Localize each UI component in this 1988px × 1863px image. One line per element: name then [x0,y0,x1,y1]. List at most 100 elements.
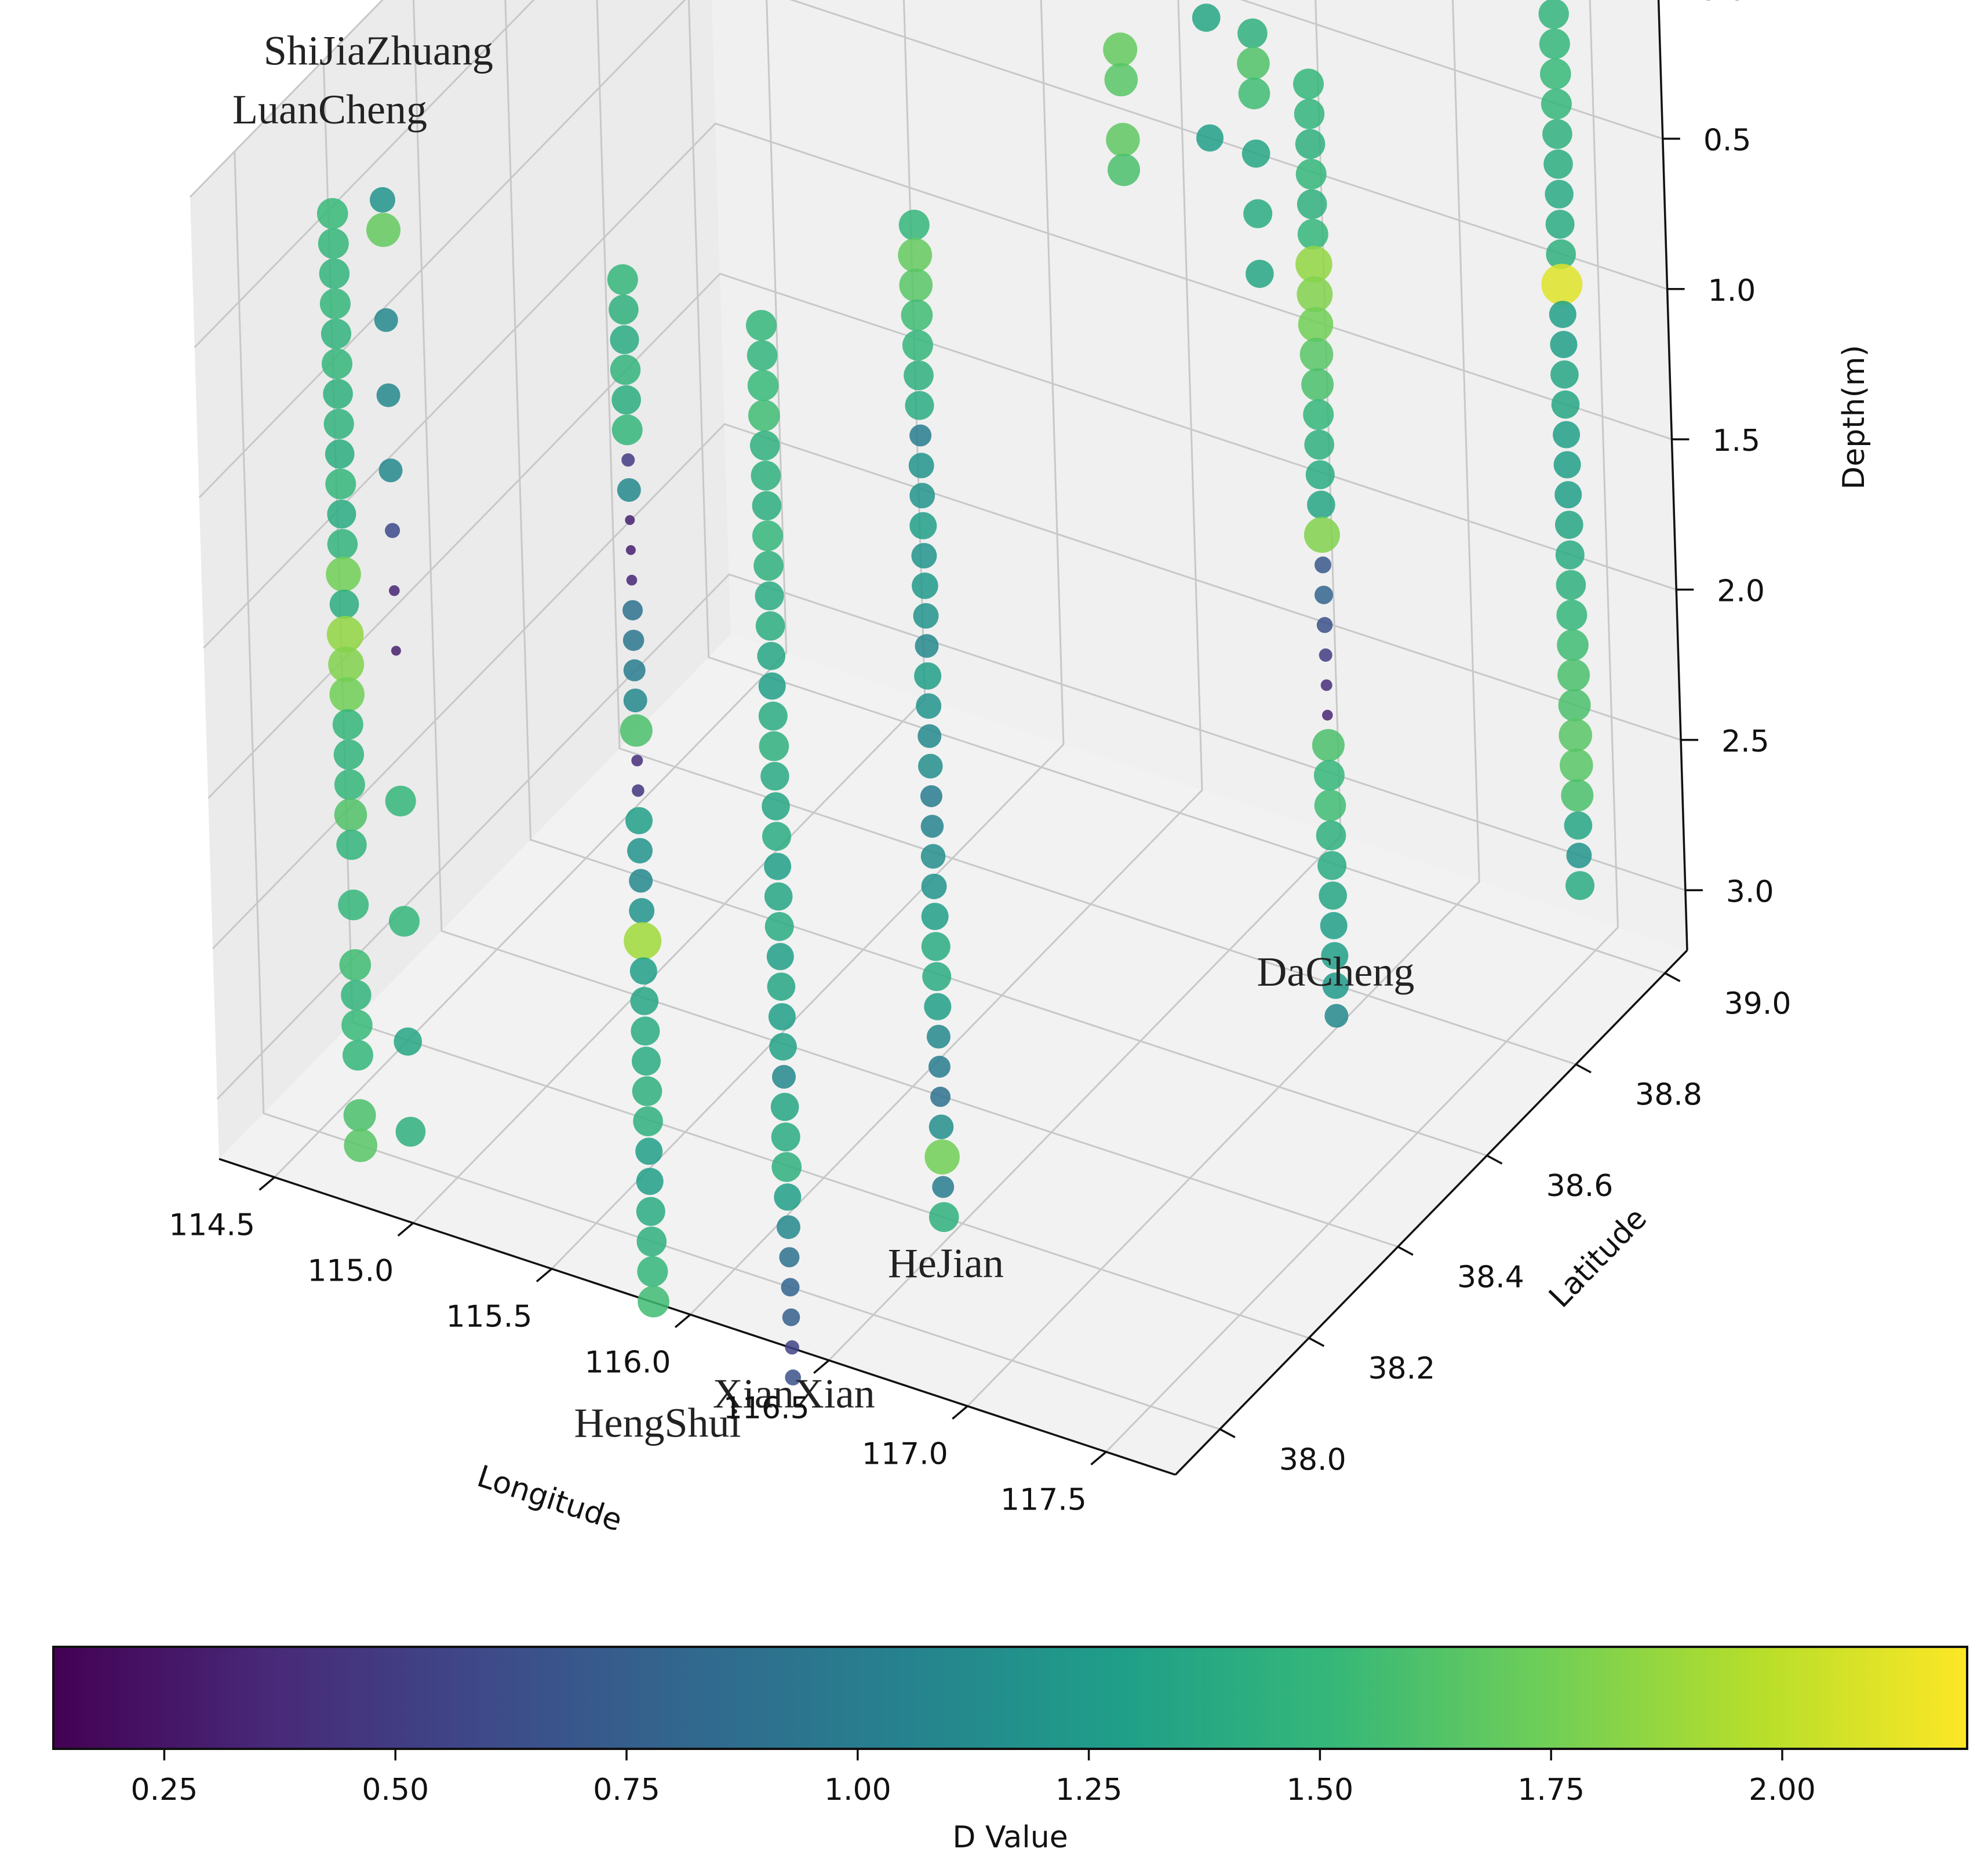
data-point [1297,218,1328,250]
data-point [1307,490,1335,519]
back-wall-pane [712,0,1687,950]
data-point [771,1122,800,1152]
x-tick-mark [813,1359,830,1374]
data-point [370,187,395,213]
data-point [1556,599,1588,630]
data-point [631,1016,660,1046]
y-tick-label: 38.6 [1546,1169,1614,1204]
data-point [752,491,782,520]
data-point [325,439,355,469]
site-label: ShiJiaZhuang [264,28,493,74]
scatter-points [316,0,1594,1386]
data-point [385,523,400,538]
data-point [389,585,400,596]
data-point [1320,912,1348,939]
data-point [1550,360,1579,389]
y-tick-mark [1664,972,1681,982]
data-point [1294,99,1325,129]
data-point [917,724,942,748]
data-point [620,714,653,747]
data-point [1542,119,1572,150]
data-point [1314,789,1346,822]
data-point [366,213,400,247]
data-point [1316,820,1346,851]
data-point [637,1256,668,1287]
z-tick-label: 2.5 [1721,724,1769,759]
x-tick-label: 114.5 [169,1208,255,1243]
colorbar-tick-label: 0.75 [593,1773,660,1807]
data-point [378,458,403,483]
data-point [1315,585,1333,604]
y-gridline [596,0,1576,1066]
data-point [610,325,639,355]
data-point [1316,617,1333,633]
data-point [631,754,643,767]
data-point [766,943,794,971]
x-tick-label: 116.0 [585,1346,671,1380]
z-gridline [207,272,1677,799]
z-gridline [203,122,1672,649]
data-point [609,294,639,325]
data-point [327,528,358,560]
left-wall-pane [190,0,731,1159]
data-point [1295,129,1326,159]
x-tick-mark [952,1405,968,1420]
data-point [782,1308,800,1326]
data-point [627,838,653,864]
data-point [607,264,638,295]
data-point [322,348,352,380]
data-point [611,414,643,446]
data-point [779,1247,800,1268]
x-tick-label: 115.0 [307,1254,394,1289]
data-point [319,288,351,319]
x-gridline [274,0,788,1178]
z-tick-label: 3.0 [1726,874,1774,909]
data-point [1243,199,1273,228]
data-point [636,1168,664,1195]
data-point [767,972,796,1001]
data-point [1315,556,1331,574]
x-tick-mark [674,1314,691,1328]
data-point [632,784,645,797]
data-point [625,807,653,834]
data-point [623,659,646,681]
colorbar-tick-label: 1.25 [1055,1773,1123,1807]
y-gridline [504,0,1487,1157]
x-tick-label: 117.0 [862,1437,948,1472]
data-point [344,1128,377,1162]
data-point [926,1025,951,1049]
data-point [1557,629,1589,661]
data-point [758,672,786,700]
data-point [326,615,364,653]
data-point [321,318,352,349]
y-tick-label: 39.0 [1724,986,1792,1021]
data-point [1541,264,1583,305]
data-point [1246,260,1274,288]
data-point [781,1278,800,1297]
data-point [1237,18,1268,49]
y-tick-label: 38.8 [1635,1078,1702,1113]
data-point [1192,3,1221,32]
z-axis-line [1657,0,1688,951]
data-point [1304,429,1334,460]
data-point [1313,760,1345,791]
z-gridline [189,0,384,198]
data-point [1559,719,1592,752]
x-tick-mark [1090,1451,1107,1465]
z-gridline [212,423,1681,949]
data-point [920,785,942,807]
site-labels: LuanChengShiJiaZhuangHengShuiWangDuXianX… [232,28,1414,1446]
site-label: DaCheng [1257,949,1414,995]
data-point [1104,63,1138,97]
data-point [755,581,784,611]
data-point [1304,517,1340,553]
data-point [329,677,365,712]
x-tick-mark [397,1222,414,1237]
data-point [920,844,946,869]
data-point [1557,659,1590,692]
data-point [901,299,933,331]
site-label: HeJian [888,1240,1004,1286]
data-point [899,268,933,302]
z-tick-label: 2.0 [1717,574,1765,609]
data-point [633,1106,663,1136]
